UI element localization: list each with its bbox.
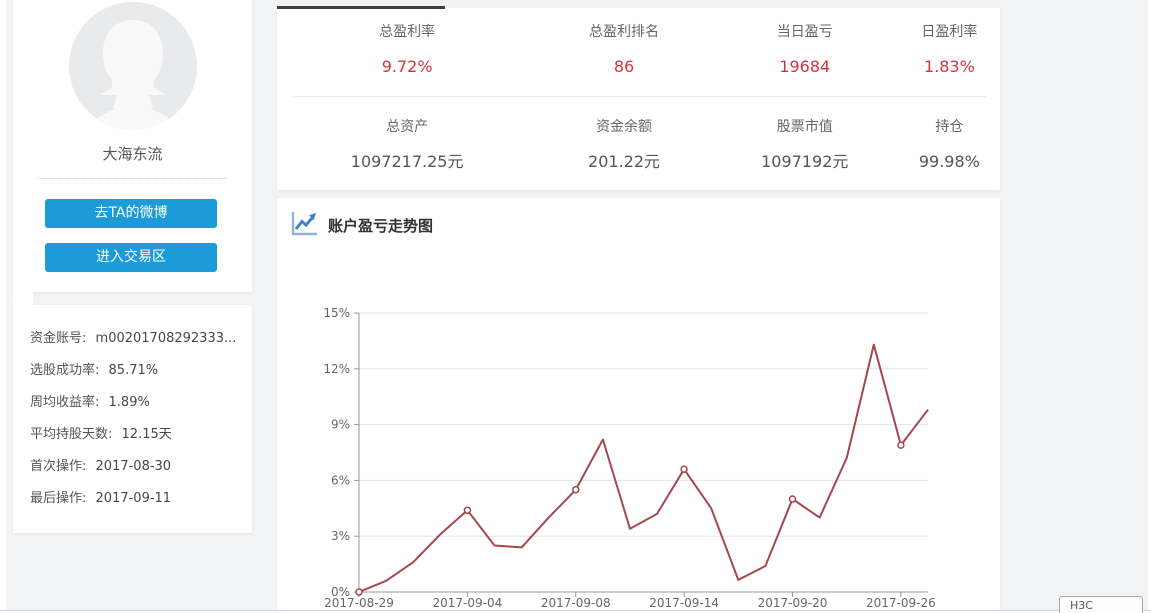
svg-text:2017-09-04: 2017-09-04 [433, 596, 503, 610]
stat-label: 总盈利率 [379, 24, 436, 40]
profile-detail-row: 选股成功率: 85.71% [13, 355, 252, 387]
svg-text:6%: 6% [331, 473, 350, 487]
account-info-card: 资金账号: m00201708292333... 选股成功率: 85.71% 周… [13, 292, 252, 533]
profile-divider [38, 178, 227, 179]
stat-value: 1097217.25元 [350, 152, 464, 171]
stat-cell-cash-balance: 资金余额 201.22元 [537, 118, 711, 173]
detail-label: 选股成功率: [30, 363, 100, 378]
summary-stats-card: 总盈利率 9.72% 总盈利排名 86 当日盈亏 19684 日盈利率 1.83… [277, 6, 1000, 190]
stats-divider [291, 96, 986, 97]
stat-label: 日盈利率 [921, 24, 978, 40]
detail-label: 首次操作: [30, 459, 87, 474]
stat-value: 99.98% [918, 152, 980, 171]
stat-label: 资金余额 [596, 119, 653, 135]
left-edge-strip [0, 0, 6, 613]
top-dark-bar [277, 6, 445, 9]
detail-value: m00201708292333... [95, 331, 237, 346]
stat-cell-stock-market-value: 股票市值 1097192元 [711, 118, 899, 173]
profile-detail-row: 周均收益率: 1.89% [13, 387, 252, 419]
stat-label: 当日盈亏 [776, 24, 833, 40]
stat-cell-total-profit-rate: 总盈利率 9.72% [277, 23, 537, 78]
profile-detail-row: 最后操作: 2017-09-11 [13, 483, 252, 515]
stat-cell-position-ratio: 持仓 99.98% [899, 118, 1000, 173]
stat-value: 1.83% [923, 57, 975, 76]
detail-value: 2017-08-30 [95, 459, 172, 474]
username: 大海东流 [102, 145, 163, 163]
svg-text:9%: 9% [331, 418, 350, 432]
svg-text:2017-09-14: 2017-09-14 [649, 596, 719, 610]
stat-cell-profit-rank: 总盈利排名 86 [537, 23, 711, 78]
svg-text:15%: 15% [323, 306, 350, 320]
user-silhouette-icon [68, 2, 197, 130]
profile-card: 大海东流 去TA的微博 进入交易区 [13, 0, 252, 292]
status-tooltip: H3C [1059, 596, 1143, 613]
stat-value: 86 [613, 57, 635, 76]
stat-cell-total-assets: 总资产 1097217.25元 [277, 118, 537, 173]
svg-text:12%: 12% [323, 362, 350, 376]
svg-text:0%: 0% [331, 585, 350, 599]
svg-text:3%: 3% [331, 529, 350, 543]
card-notch [13, 292, 33, 305]
stat-value: 9.72% [381, 57, 433, 76]
bottom-edge-strip [0, 611, 1151, 613]
stat-label: 股票市值 [776, 119, 833, 135]
detail-label: 资金账号: [30, 331, 87, 346]
stats-row-profit: 总盈利率 9.72% 总盈利排名 86 当日盈亏 19684 日盈利率 1.83… [277, 23, 1000, 78]
profit-trend-chart: 0% 3% 6% 9% 12% 15% 2017-08-29 2017-09-04 2017-0… [323, 306, 936, 610]
enter-trade-zone-button[interactable]: 进入交易区 [45, 243, 217, 272]
detail-label: 周均收益率: [30, 395, 100, 410]
right-edge-strip [1148, 0, 1151, 613]
stat-cell-daily-profit-rate: 日盈利率 1.83% [899, 23, 1000, 78]
profile-detail-row: 资金账号: m00201708292333... [13, 323, 252, 355]
svg-text:2017-09-08: 2017-09-08 [541, 596, 611, 610]
stat-value: 19684 [779, 57, 831, 76]
profile-detail-row: 首次操作: 2017-08-30 [13, 451, 252, 483]
weibo-button[interactable]: 去TA的微博 [45, 199, 217, 228]
detail-label: 平均持股天数: [30, 427, 113, 442]
svg-text:2017-09-26: 2017-09-26 [866, 596, 936, 610]
stat-label: 持仓 [935, 119, 964, 135]
detail-value: 85.71% [108, 363, 159, 378]
stat-cell-daily-pnl: 当日盈亏 19684 [711, 23, 899, 78]
avatar [68, 2, 197, 130]
line-chart-icon [289, 210, 319, 241]
chart-card: 账户盈亏走势图 0% 3% 6% 9% 12% 15% 2017-08-29 2017-09-… [277, 198, 1000, 613]
svg-text:2017-08-29: 2017-08-29 [324, 596, 394, 610]
detail-label: 最后操作: [30, 491, 87, 506]
stat-value: 201.22元 [588, 152, 661, 171]
chart-header: 账户盈亏走势图 [289, 210, 433, 241]
chart-title: 账户盈亏走势图 [328, 216, 434, 235]
svg-text:2017-09-20: 2017-09-20 [758, 596, 828, 610]
stat-value: 1097192元 [761, 152, 849, 171]
stat-label: 总资产 [386, 119, 429, 135]
detail-value: 1.89% [108, 395, 150, 410]
detail-value: 12.15天 [121, 427, 172, 442]
stat-label: 总盈利排名 [589, 24, 660, 40]
detail-value: 2017-09-11 [95, 491, 172, 506]
stats-row-assets: 总资产 1097217.25元 资金余额 201.22元 股票市值 109719… [277, 118, 1000, 173]
bottom-border-line [0, 610, 1151, 611]
profile-detail-row: 平均持股天数: 12.15天 [13, 419, 252, 451]
